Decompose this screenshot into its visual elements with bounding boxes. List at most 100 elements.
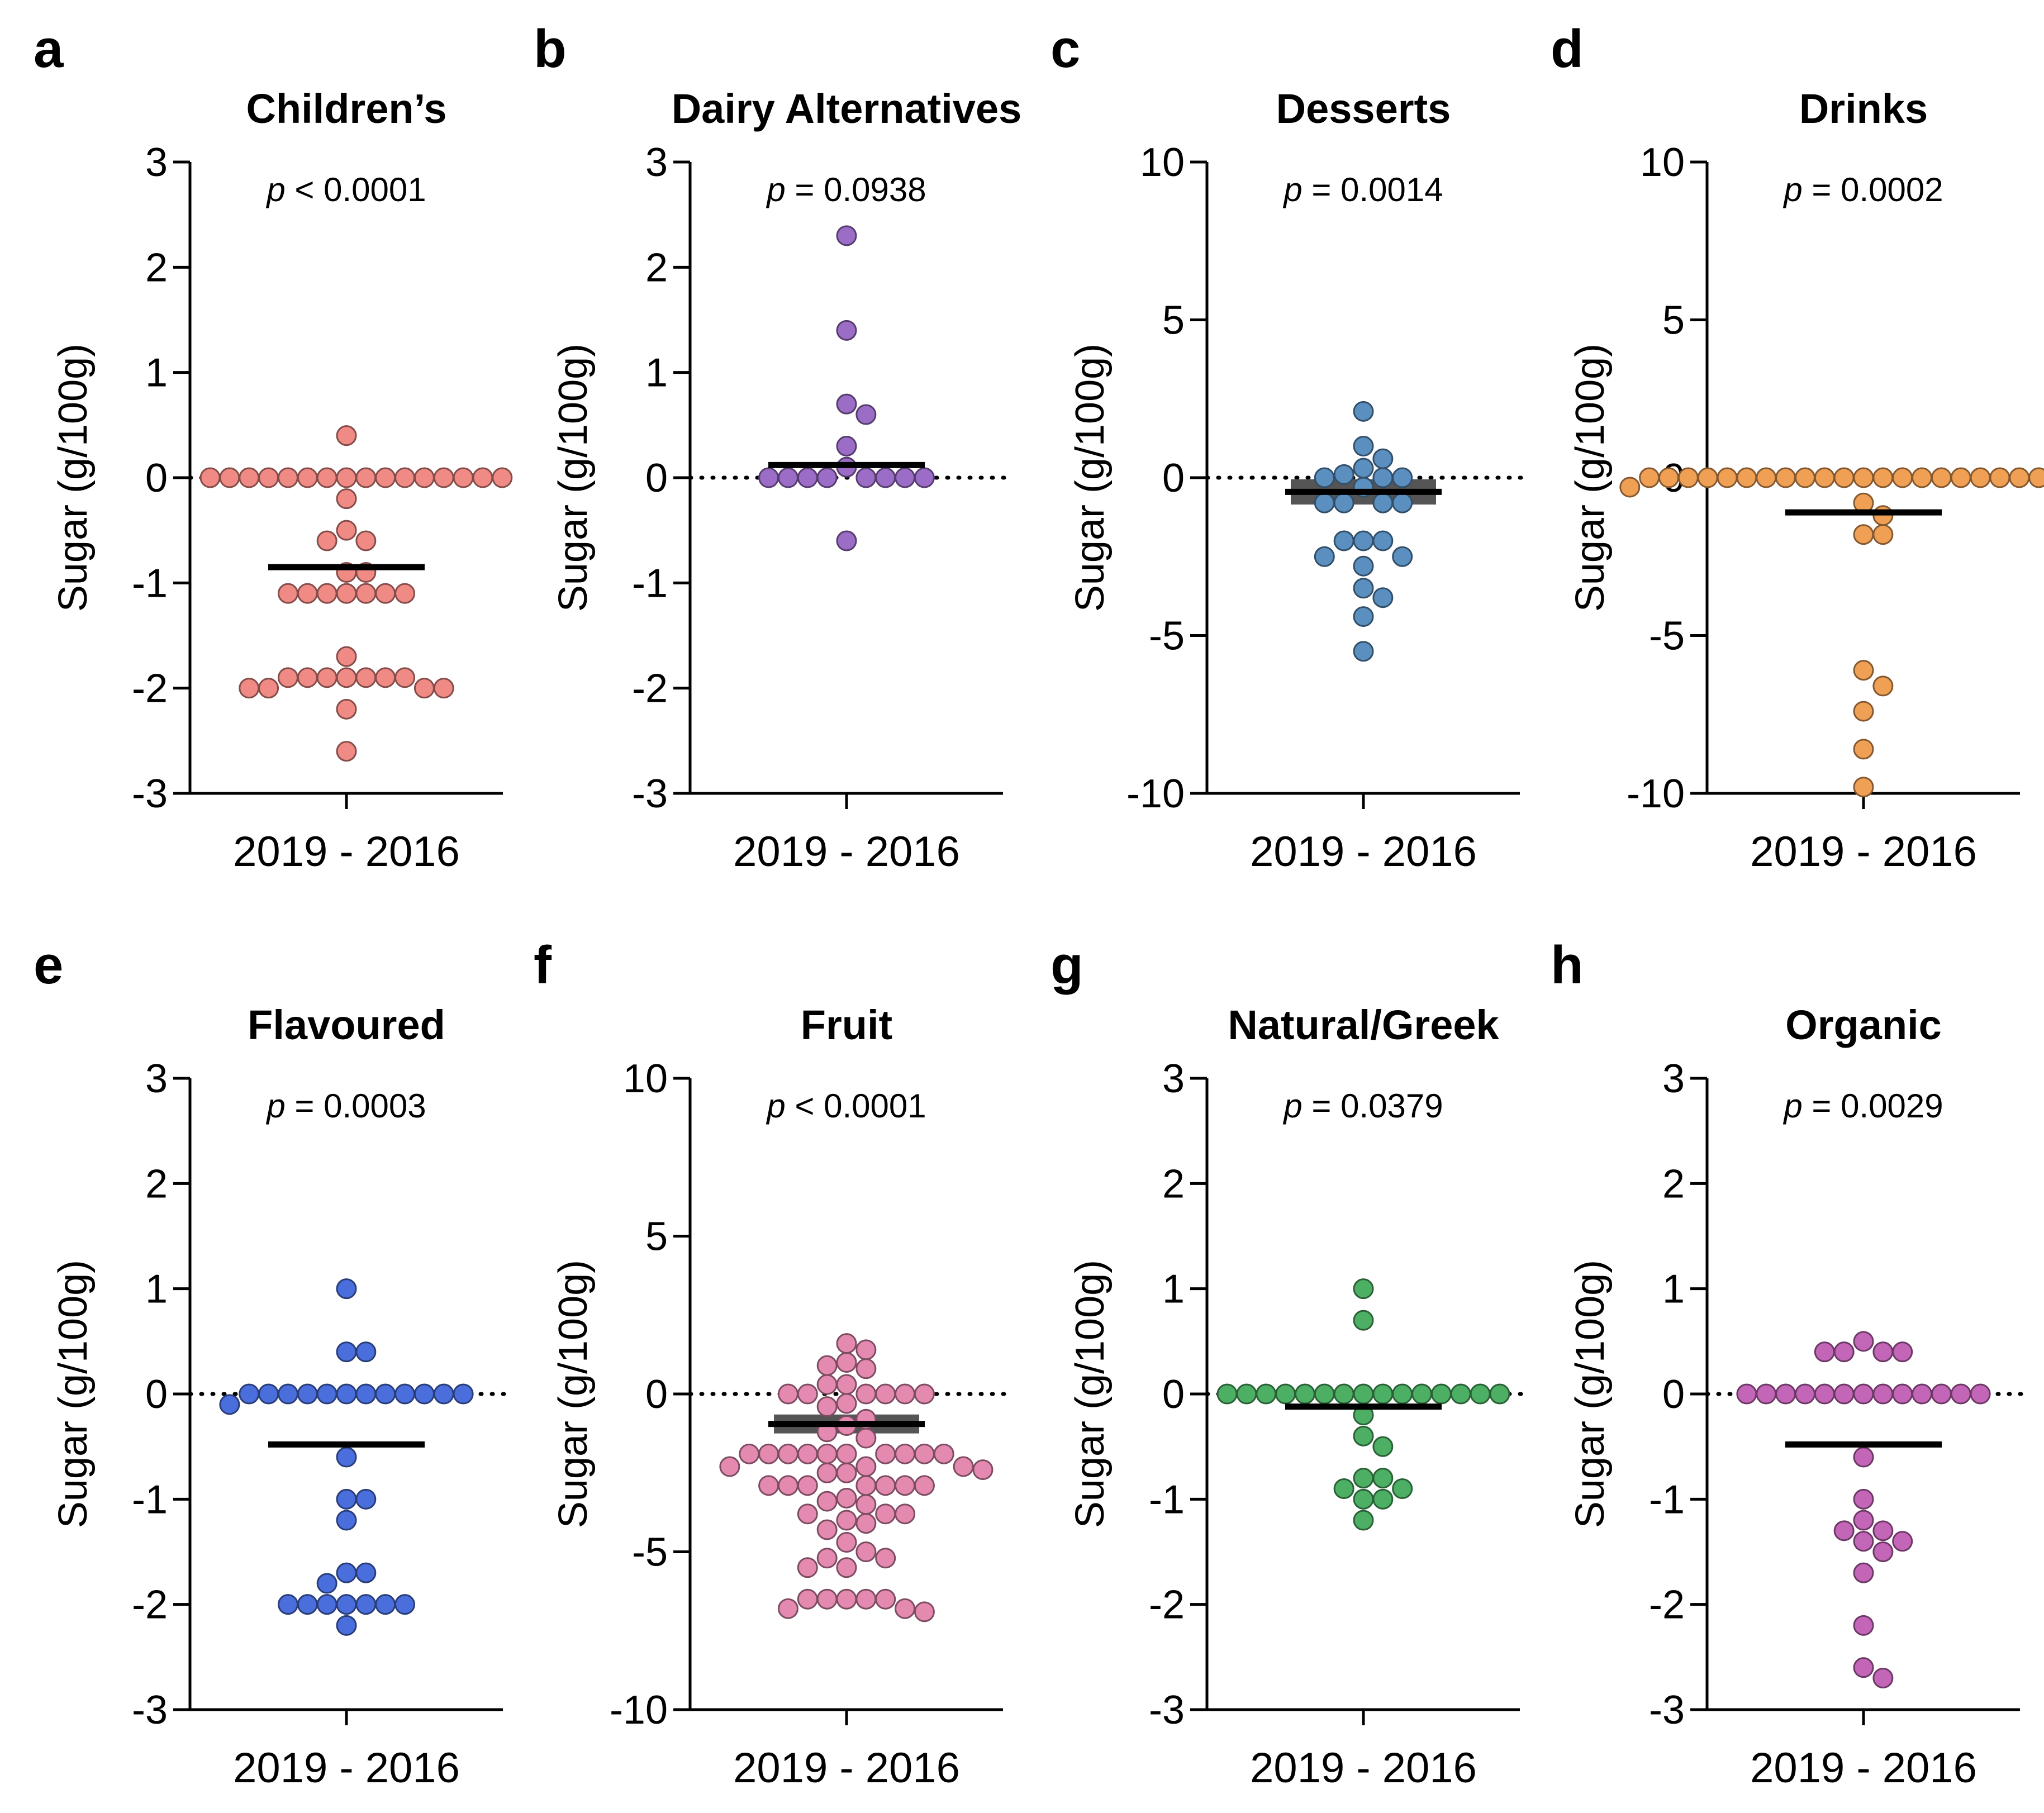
data-point [797, 1475, 818, 1496]
data-point [2028, 467, 2044, 488]
panel-title: Dairy Alternatives [672, 85, 1022, 132]
data-point [777, 1598, 798, 1619]
data-point [1853, 739, 1874, 760]
panel-title: Organic [1785, 1002, 1942, 1048]
data-point [1353, 578, 1374, 599]
data-point [1794, 467, 1815, 488]
y-tick-label: 1 [145, 351, 168, 396]
data-point [1392, 1478, 1413, 1499]
data-point [914, 467, 935, 488]
data-point [1736, 467, 1757, 488]
data-point [336, 425, 357, 446]
data-point [1470, 1383, 1491, 1405]
data-point [355, 1488, 377, 1510]
data-point [1392, 492, 1413, 513]
data-point [855, 1383, 877, 1405]
x-category-label: 2019 - 2016 [733, 1744, 960, 1792]
y-tick-label: 5 [1662, 298, 1685, 343]
data-point [1853, 524, 1874, 545]
data-point [1333, 1383, 1354, 1405]
data-point [1853, 1615, 1874, 1636]
data-point [836, 1393, 857, 1414]
data-point [836, 393, 857, 415]
y-tick-label: -5 [1149, 614, 1185, 659]
data-point [933, 1443, 954, 1464]
data-point [394, 667, 416, 688]
y-tick-label: 1 [1662, 1267, 1685, 1312]
data-point [836, 1510, 857, 1531]
p-value-symbol: p [1282, 171, 1302, 208]
y-tick-label: 10 [623, 1057, 668, 1101]
data-point [355, 583, 377, 604]
data-point [1794, 1383, 1815, 1405]
data-point [413, 678, 435, 699]
data-point [1294, 1383, 1315, 1405]
data-point [492, 467, 513, 488]
y-axis-title: Sugar (g/100g) [1068, 344, 1113, 612]
data-point [777, 1475, 798, 1496]
data-point [355, 1562, 377, 1583]
data-point [336, 741, 357, 762]
p-value: p = 0.0938 [766, 171, 926, 208]
x-category-label: 2019 - 2016 [1250, 828, 1477, 875]
data-point [355, 667, 377, 688]
y-tick-label: 2 [145, 245, 168, 290]
data-point [336, 1446, 357, 1468]
data-point [1853, 660, 1874, 681]
data-point [394, 467, 416, 488]
data-point [875, 1383, 896, 1405]
y-axis-title: Sugar (g/100g) [1568, 344, 1613, 612]
data-point [433, 467, 454, 488]
data-point [336, 1562, 357, 1583]
p-value-text: < 0.0001 [286, 171, 426, 208]
y-tick-label: 3 [145, 140, 168, 185]
data-point [1372, 1468, 1394, 1489]
data-point [1872, 1541, 1894, 1562]
data-point [1892, 1531, 1913, 1552]
data-point [1892, 467, 1913, 488]
data-point [277, 1594, 298, 1615]
data-point [1658, 467, 1679, 488]
y-tick-label: -10 [1126, 772, 1185, 816]
data-point [1372, 587, 1394, 608]
y-tick-label: -3 [632, 772, 668, 816]
data-point [1314, 546, 1335, 567]
data-point [336, 1383, 357, 1405]
data-point [336, 1488, 357, 1510]
panel-title: Fruit [801, 1002, 892, 1048]
data-point [797, 1383, 818, 1405]
data-point [797, 1588, 818, 1610]
data-point [1489, 1383, 1510, 1405]
data-point [719, 1456, 740, 1477]
data-point [1872, 505, 1894, 526]
data-point [258, 678, 279, 699]
data-point [855, 1358, 877, 1379]
data-point [297, 1594, 318, 1615]
data-point [1314, 492, 1335, 513]
data-point [277, 1383, 298, 1405]
y-tick-label: 0 [1662, 1372, 1685, 1417]
data-point [199, 467, 221, 488]
data-point [1912, 1383, 1933, 1405]
data-point [777, 467, 798, 488]
y-tick-label: 0 [145, 456, 168, 501]
p-value-text: < 0.0001 [786, 1087, 926, 1125]
data-point [1950, 1383, 1971, 1405]
y-tick-label: 0 [1162, 1372, 1185, 1417]
data-point [1853, 777, 1874, 798]
data-point [1256, 1383, 1277, 1405]
data-point [1353, 1425, 1374, 1446]
data-point [1372, 1383, 1394, 1405]
data-point [855, 1588, 877, 1610]
data-point [1236, 1383, 1257, 1405]
y-tick-label: 1 [1162, 1267, 1185, 1312]
data-point [1970, 467, 1991, 488]
data-point [816, 1519, 838, 1540]
y-axis-title: Sugar (g/100g) [551, 1260, 596, 1528]
data-point [836, 1462, 857, 1483]
data-point [1756, 467, 1777, 488]
y-tick-label: 3 [1662, 1057, 1685, 1101]
p-value: p < 0.0001 [766, 1087, 926, 1125]
data-point [1353, 1278, 1374, 1300]
data-point [895, 1443, 916, 1464]
